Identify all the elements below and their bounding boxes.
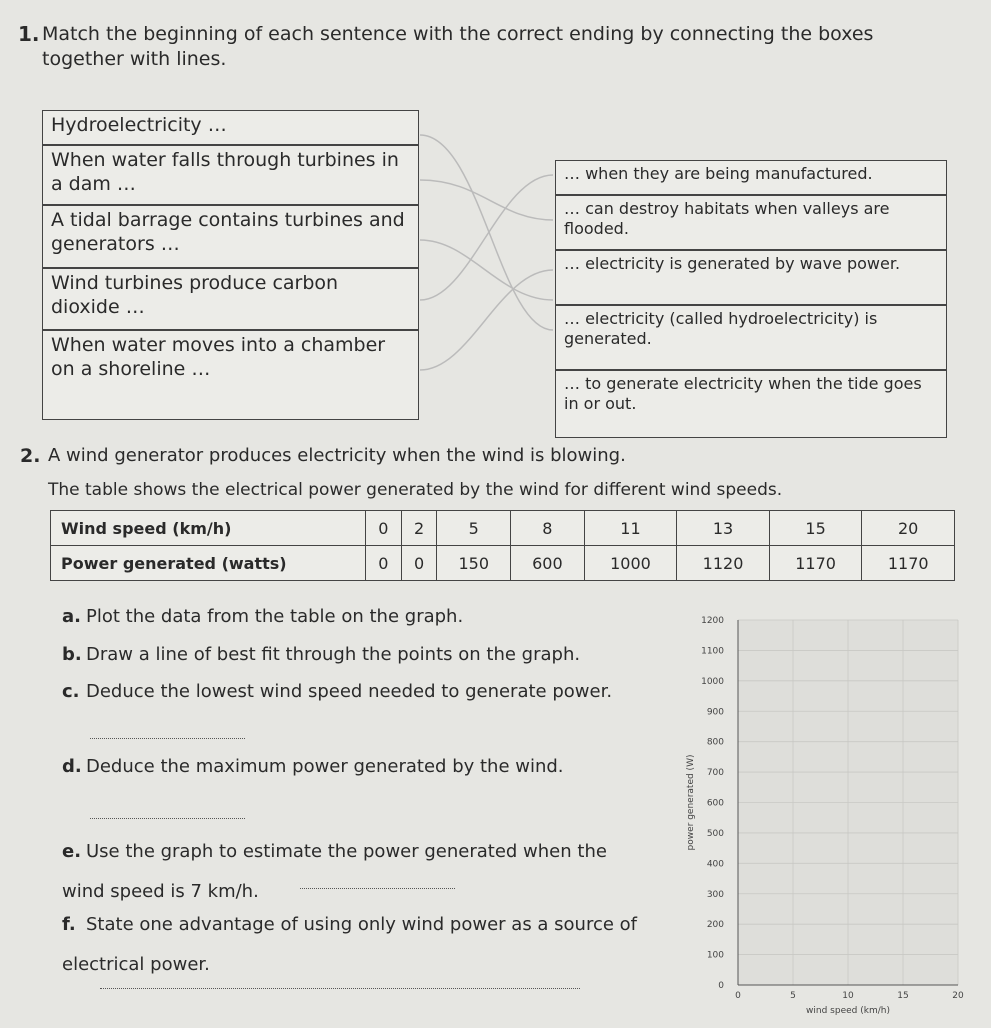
row-header: Wind speed (km/h): [50, 510, 366, 546]
part-letter: f.: [62, 914, 76, 935]
table-cell: 1170: [768, 545, 863, 581]
y-tick-label: 1100: [701, 646, 724, 656]
answer-line: [90, 738, 245, 739]
y-tick-label: 100: [707, 951, 724, 961]
q1-prompt: Match the beginning of each sentence wit…: [42, 23, 874, 70]
table-cell: 1000: [583, 545, 678, 581]
part: d. Deduce the maximum power generated by …: [62, 758, 642, 776]
graph: 0100200300400500600700800900100011001200…: [686, 616, 964, 1016]
y-tick-label: 300: [707, 890, 724, 900]
y-tick-label: 800: [707, 738, 724, 748]
left-box: When water moves into a chamber on a sho…: [42, 330, 419, 420]
table-cell: 0: [365, 510, 402, 546]
table-cell: 8: [510, 510, 585, 546]
part-text: State one advantage of using only wind p…: [62, 914, 638, 975]
part-letter: b.: [62, 644, 82, 665]
part-letter: a.: [62, 606, 81, 627]
left-box: When water falls through turbines in a d…: [42, 145, 419, 205]
x-tick-label: 20: [952, 991, 964, 1001]
part: b. Draw a line of best fit through the po…: [62, 646, 642, 664]
right-box: … electricity (called hydroelectricity) …: [555, 305, 947, 370]
table-cell: 11: [583, 510, 678, 546]
q2-number: 2.: [20, 445, 41, 467]
left-box: A tidal barrage contains turbines and ge…: [42, 205, 419, 268]
part-text: Draw a line of best fit through the poin…: [86, 644, 581, 665]
part-text: Deduce the lowest wind speed needed to g…: [86, 681, 613, 702]
x-tick-label: 0: [735, 991, 741, 1001]
table-cell: 0: [365, 545, 402, 581]
answer-line: [100, 988, 580, 989]
match-line: [419, 239, 554, 301]
data-table: Wind speed (km/h) 0 2 5 8 11 13 15 20 Power gener…: [50, 510, 955, 581]
part-letter: c.: [62, 681, 80, 702]
left-box: Wind turbines produce carbon dioxide …: [42, 268, 419, 330]
y-tick-label: 1000: [701, 677, 724, 687]
table-cell: 1170: [861, 545, 955, 581]
table-cell: 2: [400, 510, 438, 546]
match-line: [419, 174, 554, 301]
table-cell: 15: [768, 510, 863, 546]
part-letter: e.: [62, 841, 82, 862]
y-tick-label: 700: [707, 768, 724, 778]
x-tick-label: 15: [897, 991, 908, 1001]
match-line: [419, 179, 554, 221]
table-intro: The table shows the electrical power gen…: [48, 480, 783, 500]
table-cell: 600: [510, 545, 585, 581]
table-cell: 1120: [676, 545, 770, 581]
q2-intro: A wind generator produces electricity wh…: [48, 445, 626, 466]
row-header: Power generated (watts): [50, 545, 366, 581]
table-cell: 20: [861, 510, 955, 546]
x-tick-label: 5: [790, 991, 796, 1001]
table-row: Power generated (watts) 0 0 150 600 1000 1120 1…: [50, 545, 955, 581]
x-axis-label: wind speed (km/h): [806, 1006, 890, 1016]
match-line: [419, 269, 554, 371]
right-box: … can destroy habitats when valleys are …: [555, 195, 947, 250]
part-text: Plot the data from the table on the grap…: [86, 606, 464, 627]
right-box: … electricity is generated by wave power…: [555, 250, 947, 305]
y-tick-label: 0: [718, 981, 724, 991]
part: e. Use the graph to estimate the power ge…: [62, 832, 642, 911]
matching-lines: [419, 134, 554, 371]
table-row: Wind speed (km/h) 0 2 5 8 11 13 15 20: [50, 510, 955, 546]
part-text: Use the graph to estimate the power gene…: [62, 841, 607, 902]
y-axis-label: power generated (W): [686, 755, 696, 851]
answer-line: [90, 818, 245, 819]
table-cell: 150: [436, 545, 512, 581]
left-box: Hydroelectricity …: [42, 110, 419, 145]
table-cell: 5: [436, 510, 512, 546]
part-text: Deduce the maximum power generated by th…: [86, 756, 564, 777]
table-cell: 13: [676, 510, 770, 546]
table-cell: 0: [400, 545, 438, 581]
match-line: [419, 134, 554, 331]
y-tick-label: 600: [707, 799, 724, 809]
part: f. State one advantage of using only wind…: [62, 905, 642, 984]
y-tick-label: 500: [707, 829, 724, 839]
y-tick-label: 900: [707, 707, 724, 717]
right-box: … to generate electricity when the tide …: [555, 370, 947, 438]
y-tick-label: 400: [707, 859, 724, 869]
part-letter: d.: [62, 756, 82, 777]
y-tick-label: 1200: [701, 616, 724, 626]
answer-line: [300, 888, 455, 889]
y-tick-label: 200: [707, 920, 724, 930]
q1-number: 1.: [18, 22, 40, 46]
x-tick-label: 10: [842, 991, 854, 1001]
right-box: … when they are being manufactured.: [555, 160, 947, 195]
part: a. Plot the data from the table on the gr…: [62, 608, 642, 626]
part: c. Deduce the lowest wind speed needed to…: [62, 683, 642, 701]
